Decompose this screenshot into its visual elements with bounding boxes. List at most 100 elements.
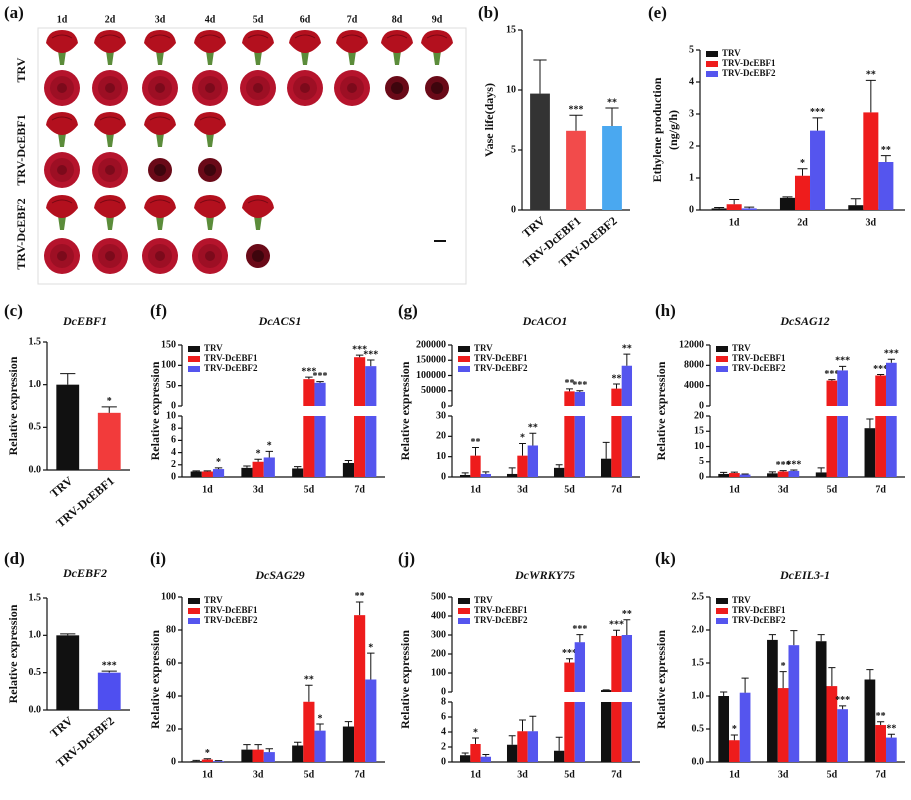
error-bar: [812, 117, 823, 131]
bar: [212, 469, 225, 477]
bar: [303, 416, 315, 477]
significance: *: [732, 724, 737, 735]
y-axis-label: Relative expression: [6, 604, 20, 703]
error-bar: [305, 376, 313, 380]
bar: [621, 416, 633, 477]
legend-label: TRV-DcEBF1: [722, 58, 776, 68]
legend-label: TRV: [204, 343, 223, 353]
legend-swatch: [458, 346, 470, 352]
significance: *: [800, 158, 805, 169]
chart-title: DcWRKY75: [514, 568, 575, 582]
y-tick-label: 2: [689, 140, 694, 151]
flower: [44, 152, 80, 188]
panel-label: (c): [4, 301, 23, 320]
y-tick-label: 150: [161, 339, 176, 350]
legend-label: TRV-DcEBF1: [474, 353, 528, 363]
y-tick-label: 0: [171, 756, 176, 767]
y-tick-label: 200: [431, 648, 446, 659]
y-tick-label: 0: [699, 400, 704, 411]
legend-swatch: [458, 618, 470, 624]
legend-swatch: [716, 356, 728, 362]
y-tick-label: 6: [171, 435, 176, 446]
error-bar: [344, 721, 353, 727]
legend-label: TRV: [732, 595, 751, 605]
y-tick-label: 0: [689, 204, 694, 215]
significance: ***: [884, 349, 899, 360]
bar: [810, 130, 826, 210]
y-tick-label: 500: [431, 591, 446, 602]
significance: ***: [786, 459, 801, 470]
significance: *: [781, 661, 786, 672]
bar: [201, 759, 213, 762]
bar: [574, 642, 586, 692]
y-tick-label: 4: [689, 76, 694, 87]
legend-swatch: [188, 598, 200, 604]
flower: [44, 70, 80, 106]
significance: ***: [363, 349, 378, 360]
x-tick-label: 1d: [470, 484, 481, 495]
error-bar: [887, 358, 895, 363]
bar: [303, 701, 315, 762]
flower: [148, 158, 172, 182]
y-tick-label: 100: [161, 360, 176, 371]
error-bar: [566, 658, 573, 663]
error-bar: [839, 705, 847, 710]
bar: [292, 745, 304, 762]
bar: [739, 474, 751, 477]
row-label: TRV-DcEBF2: [14, 198, 28, 269]
panel-label: (d): [4, 549, 25, 568]
bar: [564, 702, 575, 762]
bar: [292, 468, 304, 477]
y-tick-label: 0: [441, 400, 446, 411]
legend-label: TRV-DcEBF1: [474, 605, 528, 615]
error-bar: [529, 715, 537, 732]
bar: [564, 662, 575, 692]
x-tick-label: 1d: [202, 769, 213, 780]
significance: ***: [824, 369, 839, 380]
error-bar: [828, 379, 836, 381]
panel-label: (f): [150, 301, 167, 320]
bar: [863, 112, 879, 210]
legend-label: TRV-DcEBF2: [204, 615, 258, 625]
significance: **: [622, 609, 632, 620]
y-tick-label: 2.5: [692, 591, 705, 602]
y-tick-label: 50: [166, 380, 176, 391]
error-bar: [730, 734, 738, 741]
error-bar: [101, 670, 117, 673]
y-tick-label: 0.5: [29, 667, 42, 678]
flower: [334, 70, 370, 106]
legend-label: TRV-DcEBF2: [474, 615, 528, 625]
bar: [342, 726, 355, 762]
error-bar: [817, 467, 825, 473]
bar: [252, 749, 264, 762]
error-bar: [790, 630, 798, 646]
error-bar: [623, 353, 631, 366]
bar: [788, 645, 800, 762]
error-bar: [203, 758, 212, 760]
x-tick-label: TRV: [47, 473, 75, 500]
error-bar: [305, 684, 313, 702]
flower: [92, 238, 128, 274]
error-bar: [344, 460, 353, 463]
x-tick-label: 5d: [564, 769, 575, 780]
bar: [621, 365, 633, 406]
significance: ***: [835, 695, 850, 706]
significance: **: [622, 343, 632, 354]
chart-title: DcACO1: [522, 314, 568, 328]
y-tick-label: 10: [694, 441, 704, 452]
bar: [354, 416, 366, 477]
significance: *: [368, 642, 373, 653]
bar: [777, 471, 789, 477]
bar: [621, 635, 633, 692]
bar: [602, 126, 622, 210]
panel-label: (e): [648, 3, 667, 22]
bar: [729, 740, 740, 762]
x-tick-label: 3d: [866, 217, 877, 228]
flower: [44, 238, 80, 274]
bar: [885, 416, 897, 477]
bar: [788, 470, 800, 477]
error-bar: [729, 198, 740, 205]
bar: [611, 388, 622, 406]
y-tick-label: 200000: [416, 339, 446, 350]
bar: [611, 702, 622, 762]
